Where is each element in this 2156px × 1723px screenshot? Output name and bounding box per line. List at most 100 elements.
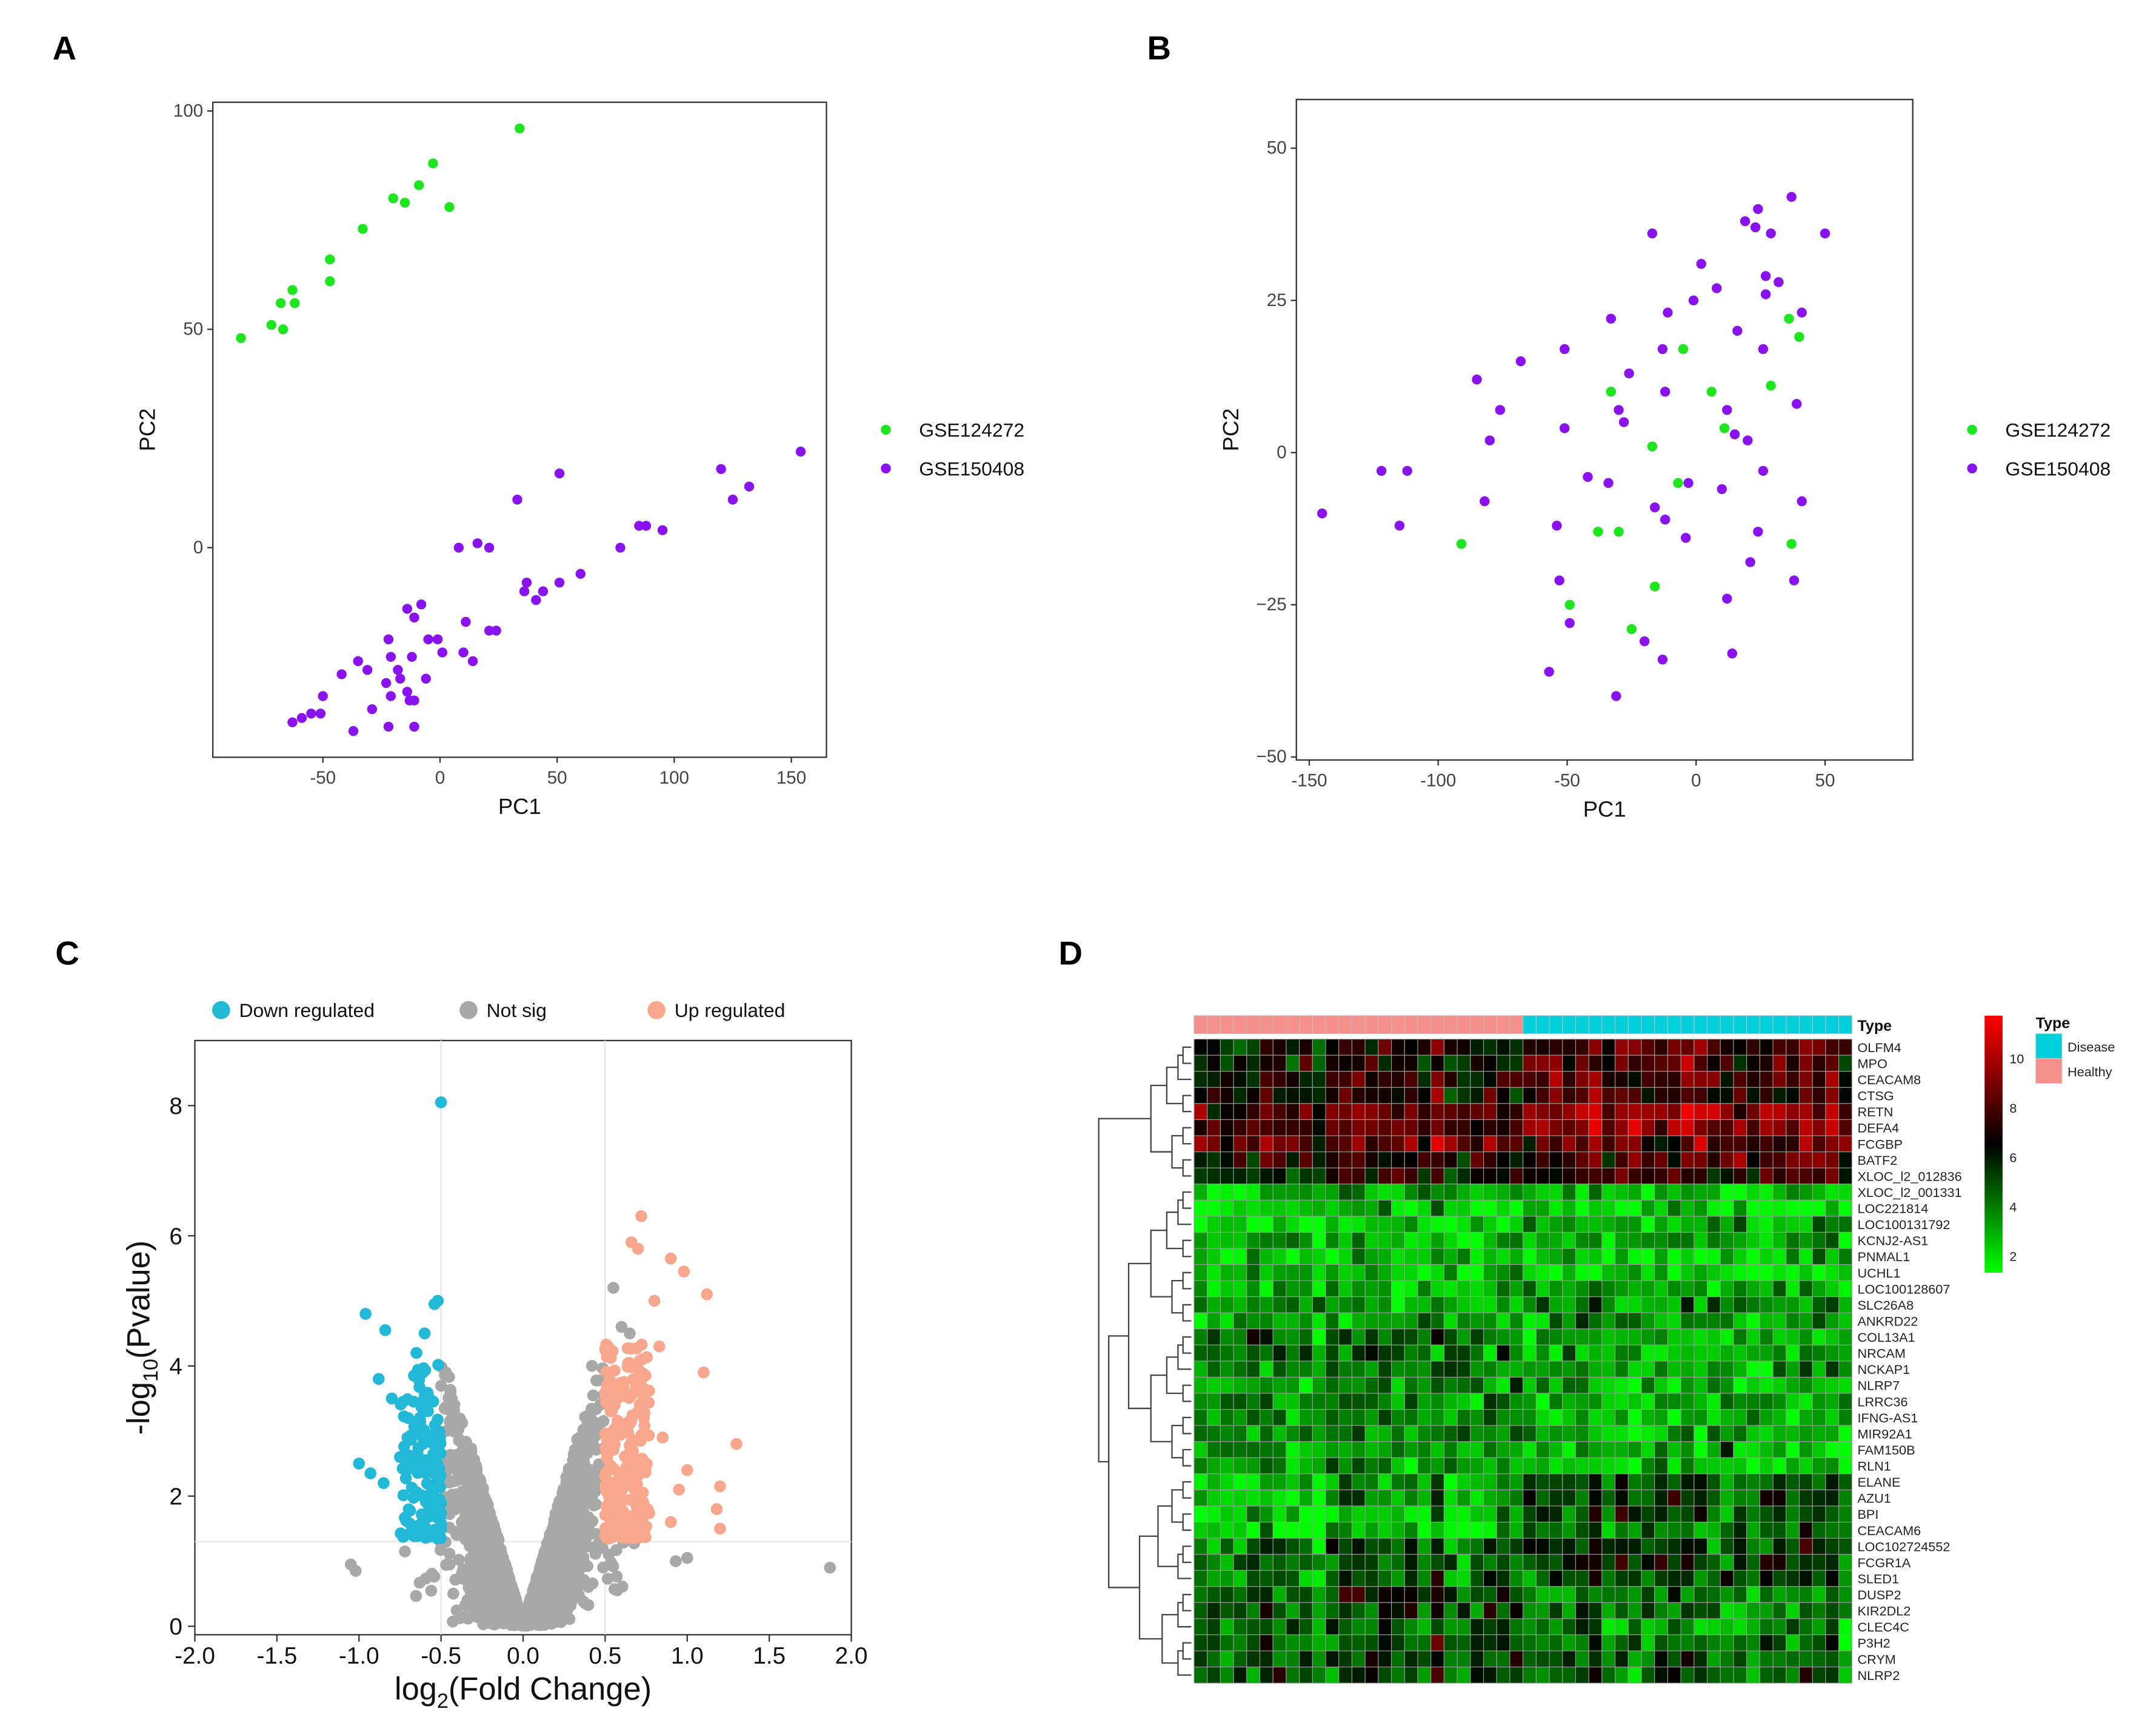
data-point-gse150408 (615, 542, 625, 552)
heatmap-cell (1444, 1071, 1457, 1088)
heatmap-cell (1431, 1248, 1444, 1265)
heatmap-cell (1681, 1104, 1694, 1120)
panel-label-b: B (1147, 29, 1171, 67)
y-axis-label-rest: (Pvalue) (121, 1241, 156, 1359)
heatmap-cell (1418, 1313, 1431, 1329)
heatmap-cell (1681, 1087, 1694, 1104)
data-point-notsig (562, 1493, 575, 1505)
heatmap-cell (1352, 1361, 1365, 1378)
heatmap-cell (1575, 1152, 1589, 1168)
heatmap-cell (1826, 1168, 1839, 1184)
heatmap-cell (1339, 1232, 1352, 1248)
heatmap-cell (1497, 1216, 1510, 1233)
heatmap-cell (1800, 1071, 1813, 1088)
heatmap-cell (1457, 1200, 1470, 1216)
heatmap-cell (1392, 1361, 1405, 1378)
heatmap-cell (1536, 1248, 1549, 1265)
heatmap-cell (1404, 1329, 1418, 1345)
x-axis-label: PC1 (498, 794, 541, 819)
data-point-notsig (616, 1581, 629, 1593)
data-point-gse124272 (1565, 600, 1575, 610)
annotation-cell-healthy (1260, 1016, 1273, 1034)
heatmap-cell (1207, 1248, 1221, 1265)
heatmap-cell (1800, 1248, 1813, 1265)
data-point-gse124272 (1766, 381, 1775, 390)
data-point-up (701, 1288, 713, 1301)
heatmap-cell (1628, 1168, 1641, 1184)
data-point-gse150408 (349, 726, 358, 736)
heatmap-cell (1747, 1345, 1760, 1361)
heatmap: TypeOLFM4MPOCEACAM8CTSGRETNDEFA4FCGBPBAT… (1099, 1015, 2115, 1683)
data-point-notsig (539, 1607, 552, 1619)
heatmap-cell (1497, 1361, 1510, 1378)
annotation-cell-disease (1589, 1016, 1602, 1034)
data-point-gse124272 (1647, 442, 1657, 452)
data-point-gse150408 (384, 635, 393, 644)
heatmap-cell (1760, 1265, 1773, 1281)
heatmap-cell (1286, 1055, 1300, 1071)
heatmap-cell (1549, 1232, 1563, 1248)
heatmap-cell (1365, 1184, 1378, 1201)
heatmap-cell (1786, 1200, 1800, 1216)
data-point-gse150408 (336, 669, 346, 679)
heatmap-cell (1575, 1087, 1589, 1104)
heatmap-cell (1273, 1345, 1286, 1361)
heatmap-cell (1326, 1265, 1339, 1281)
data-point-gse150408 (1797, 496, 1806, 506)
heatmap-cell (1667, 1329, 1681, 1345)
data-point-notsig (426, 1585, 438, 1597)
plot-frame (195, 1041, 851, 1635)
heatmap-cell (1760, 1313, 1773, 1329)
heatmap-cell (1575, 1345, 1589, 1361)
heatmap-cell (1457, 1184, 1470, 1201)
annotation-cell-disease (1536, 1016, 1549, 1034)
heatmap-cell (1431, 1297, 1444, 1313)
data-point-down (435, 1507, 447, 1519)
heatmap-cell (1273, 1087, 1286, 1104)
heatmap-cell (1457, 1136, 1470, 1152)
heatmap-cell (1839, 1313, 1852, 1329)
heatmap-cell (1220, 1136, 1233, 1152)
heatmap-cell (1326, 1377, 1339, 1393)
heatmap-cell (1641, 1281, 1655, 1297)
annotation-cell-disease (1812, 1016, 1826, 1034)
heatmap-cell (1444, 1313, 1457, 1329)
heatmap-cell (1734, 1345, 1747, 1361)
y-axis-label-sub: 10 (139, 1359, 162, 1382)
heatmap-cell (1786, 1248, 1800, 1265)
heatmap-cell (1773, 1168, 1786, 1184)
x-tick-label: 1.5 (753, 1643, 786, 1669)
heatmap-cell (1260, 1313, 1273, 1329)
data-point-notsig (681, 1552, 693, 1564)
heatmap-cell (1694, 1184, 1707, 1201)
data-point-gse150408 (1317, 508, 1327, 518)
heatmap-cell (1747, 1216, 1760, 1233)
heatmap-cell (1734, 1265, 1747, 1281)
heatmap-cell (1444, 1055, 1457, 1071)
heatmap-cell (1378, 1152, 1392, 1168)
heatmap-cell (1667, 1152, 1681, 1168)
heatmap-cell (1444, 1200, 1457, 1216)
data-point-gse150408 (438, 647, 447, 657)
heatmap-cell (1286, 1184, 1300, 1201)
data-point-gse124272 (1720, 423, 1729, 433)
heatmap-cell (1641, 1377, 1655, 1393)
heatmap-cell (1747, 1377, 1760, 1393)
gene-label: LOC100131792 (1857, 1217, 1950, 1232)
heatmap-cell (1392, 1329, 1405, 1345)
heatmap-cell (1365, 1361, 1378, 1378)
heatmap-cell (1628, 1281, 1641, 1297)
heatmap-cell (1326, 1200, 1339, 1216)
heatmap-cell (1326, 1087, 1339, 1104)
y-axis-label-main: -log (121, 1382, 156, 1435)
heatmap-cell (1589, 1281, 1602, 1297)
heatmap-cell (1300, 1152, 1313, 1168)
heatmap-cell (1536, 1087, 1549, 1104)
heatmap-cell (1773, 1345, 1786, 1361)
heatmap-cell (1523, 1039, 1537, 1056)
heatmap-cell (1667, 1232, 1681, 1248)
heatmap-cell (1470, 1055, 1484, 1071)
heatmap-cell (1628, 1313, 1641, 1329)
heatmap-cell (1800, 1055, 1813, 1071)
heatmap-cell (1326, 1071, 1339, 1088)
